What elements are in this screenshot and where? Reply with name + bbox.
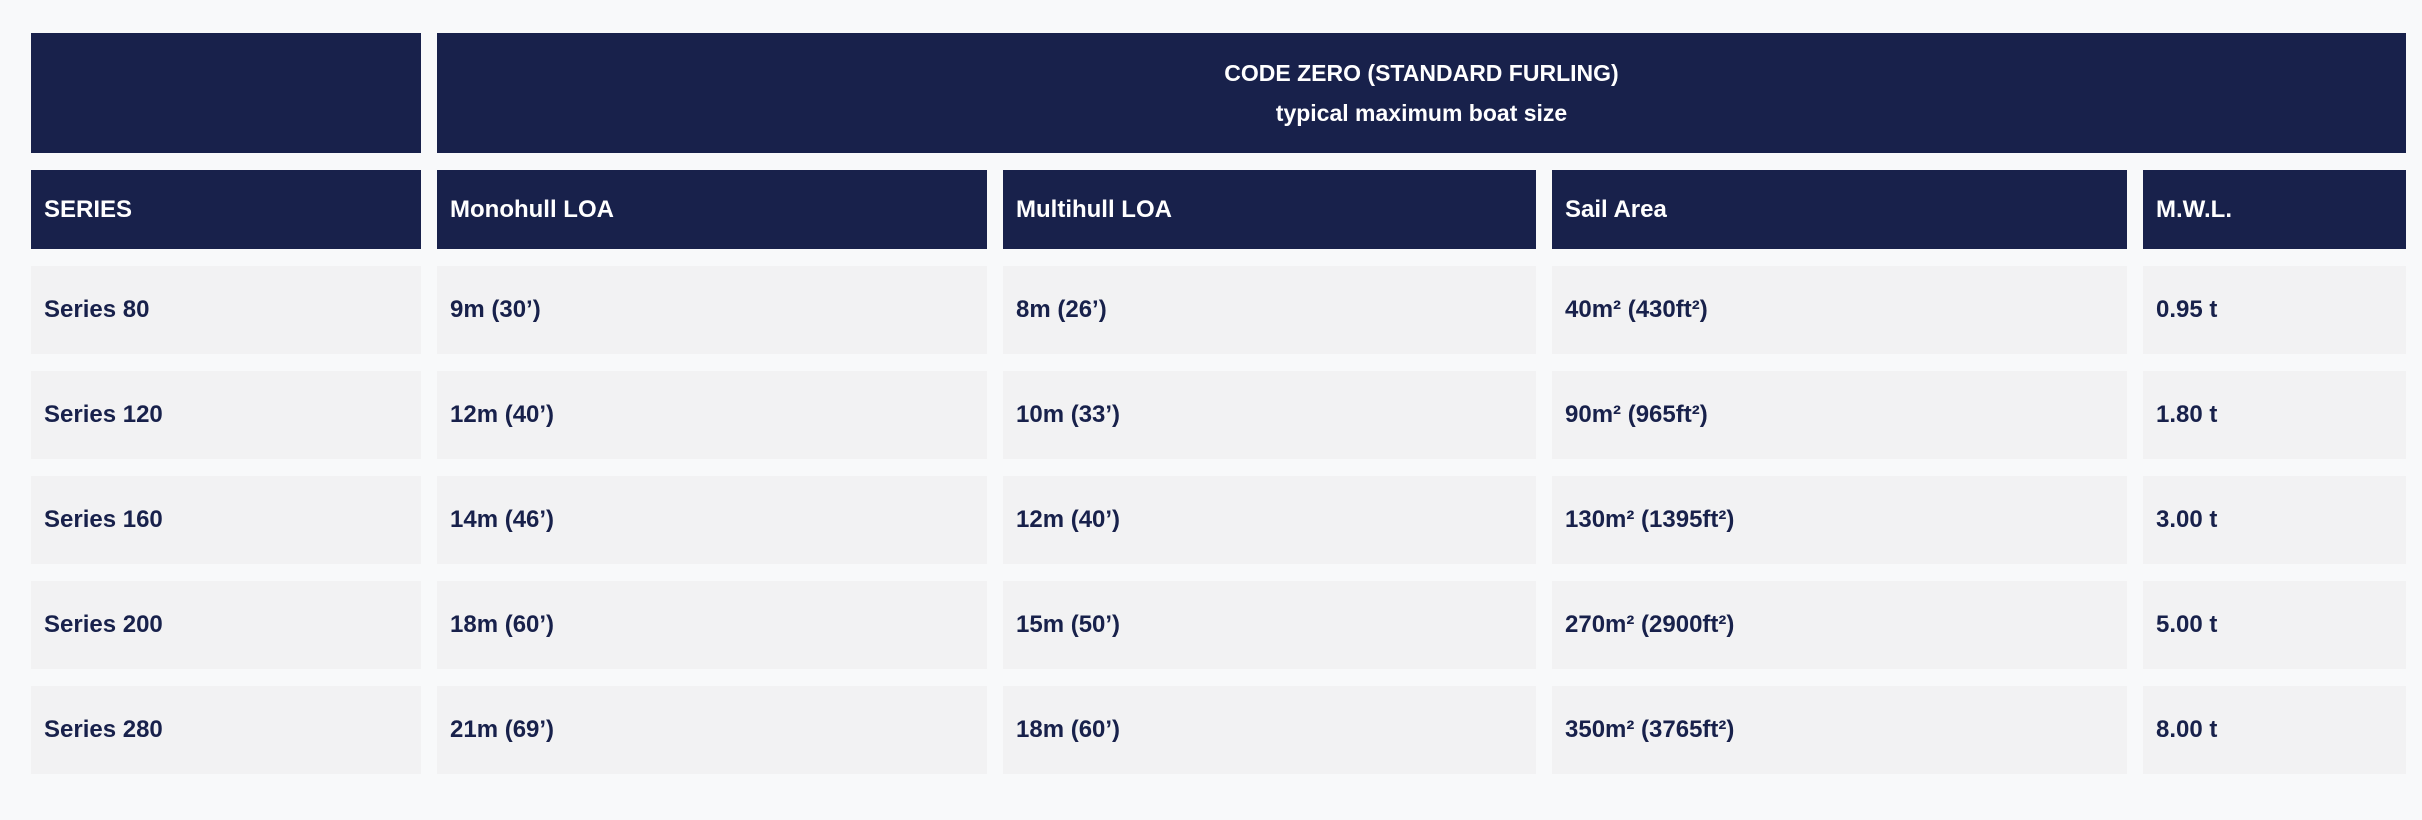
cell-monohull-loa: 14m (46’) [437,476,987,564]
cell-mwl: 5.00 t [2143,581,2406,669]
cell-series: Series 280 [31,686,421,774]
cell-mwl: 1.80 t [2143,371,2406,459]
cell-monohull-loa: 21m (69’) [437,686,987,774]
group-header: CODE ZERO (STANDARD FURLING) typical max… [437,33,2406,153]
cell-multihull-loa: 12m (40’) [1003,476,1536,564]
cell-multihull-loa: 18m (60’) [1003,686,1536,774]
cell-series: Series 120 [31,371,421,459]
cell-monohull-loa: 18m (60’) [437,581,987,669]
column-header-monohull-loa: Monohull LOA [437,170,987,249]
cell-multihull-loa: 10m (33’) [1003,371,1536,459]
cell-mwl: 8.00 t [2143,686,2406,774]
cell-sail-area: 130m² (1395ft²) [1552,476,2127,564]
spec-table: CODE ZERO (STANDARD FURLING) typical max… [31,33,2406,774]
cell-sail-area: 40m² (430ft²) [1552,266,2127,354]
column-header-multihull-loa: Multihull LOA [1003,170,1536,249]
cell-monohull-loa: 9m (30’) [437,266,987,354]
cell-multihull-loa: 15m (50’) [1003,581,1536,669]
cell-multihull-loa: 8m (26’) [1003,266,1536,354]
column-header-mwl: M.W.L. [2143,170,2406,249]
cell-mwl: 3.00 t [2143,476,2406,564]
cell-series: Series 80 [31,266,421,354]
corner-spacer [31,33,421,153]
cell-sail-area: 350m² (3765ft²) [1552,686,2127,774]
cell-sail-area: 270m² (2900ft²) [1552,581,2127,669]
cell-monohull-loa: 12m (40’) [437,371,987,459]
column-header-series: SERIES [31,170,421,249]
group-header-subtitle: typical maximum boat size [1275,100,1568,126]
group-header-title: CODE ZERO (STANDARD FURLING) [1224,60,1619,86]
cell-mwl: 0.95 t [2143,266,2406,354]
cell-sail-area: 90m² (965ft²) [1552,371,2127,459]
cell-series: Series 200 [31,581,421,669]
column-header-sail-area: Sail Area [1552,170,2127,249]
cell-series: Series 160 [31,476,421,564]
